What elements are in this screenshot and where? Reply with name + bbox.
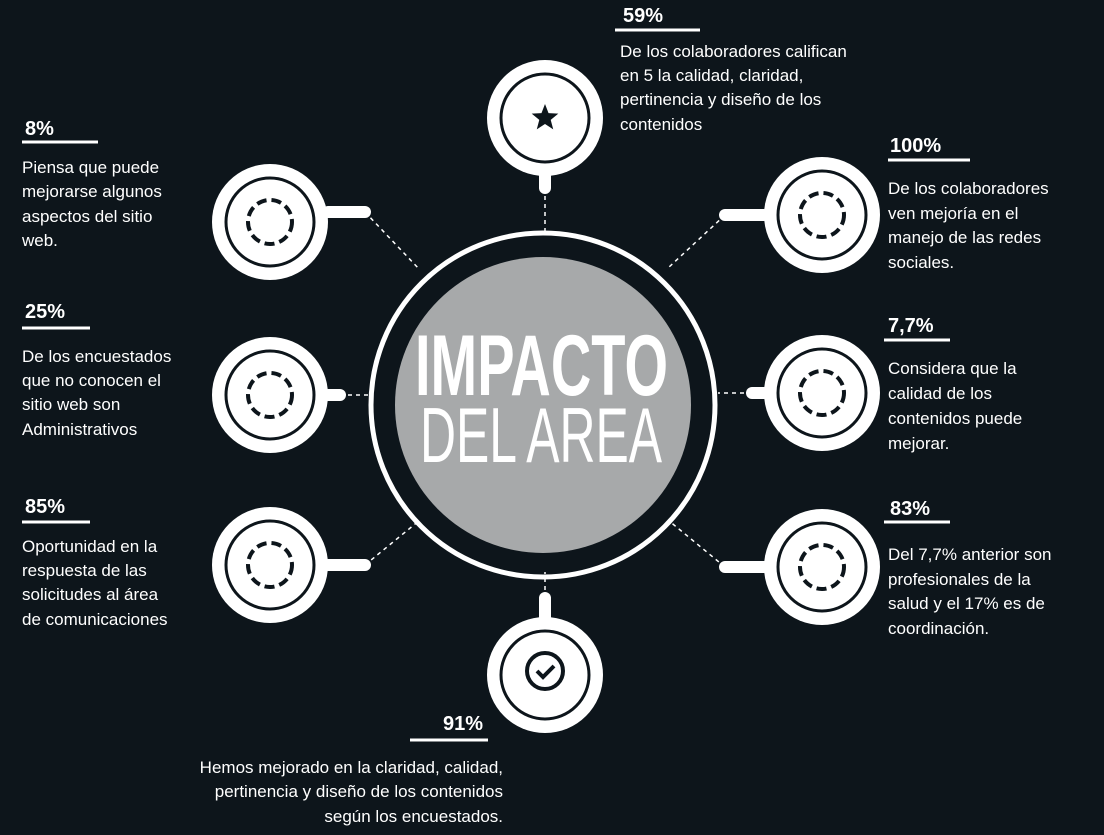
connector-dash [667,214,726,269]
icon-ring [224,519,316,611]
icon-glyph [246,198,294,246]
icon-star [531,104,559,130]
icon-ring [776,169,868,261]
stat: 25% [25,301,65,323]
center-title: IMPACTO [415,318,668,414]
description-line: según los encuestados. [324,807,503,826]
description-line: contenidos [620,115,702,134]
description-line: calidad de los [888,384,992,403]
description-line: contenidos puede [888,409,1022,428]
description-line: Oportunidad en la [22,537,158,556]
icon-check [535,664,556,680]
description-line: Piensa que puede [22,158,159,177]
stat: 85% [25,496,65,518]
description-line: De los colaboradores califican [620,42,847,61]
stat: 7,7% [888,315,934,337]
description-line: manejo de las redes [888,228,1041,247]
description-line: respuesta de las [22,561,147,580]
description-line: solicitudes al área [22,585,159,604]
icon-ring [776,521,868,613]
description-line: sociales. [888,253,954,272]
description-line: ven mejoría en el [888,204,1018,223]
icon-glyph [246,541,294,589]
icon-circle [764,509,880,625]
icon-ring [776,347,868,439]
icon-circle [764,335,880,451]
description-line: Del 7,7% anterior son [888,545,1051,564]
description-line: Administrativos [22,420,137,439]
description-line: que no conocen el [22,371,161,390]
description-line: Considera que la [888,359,1017,378]
stat: 59% [623,5,663,27]
description-line: mejorar. [888,434,949,453]
connector-dash [364,211,421,271]
stat: 100% [890,135,941,157]
description-line: De los colaboradores [888,179,1049,198]
description-line: aspectos del sitio [22,207,152,226]
icon-circle [764,157,880,273]
description-line: De los encuestados [22,347,171,366]
stat: 91% [443,713,483,735]
icon-glyph [798,369,846,417]
icon-glyph [246,371,294,419]
center-ring [368,230,718,580]
icon-ring [499,629,591,721]
description-line: profesionales de la [888,570,1031,589]
icon-badge [525,651,565,691]
description-line: pertinencia y diseño de los [620,90,821,109]
icon-circle [212,507,328,623]
items: 59% De los colaboradores califican en 5 la… [21,5,1051,826]
stat: 8% [25,118,54,140]
description-line: mejorarse algunos [22,182,162,201]
description-line: salud y el 17% es de [888,594,1045,613]
description-line: sitio web son [22,395,120,414]
icon-circle [212,164,328,280]
stat: 83% [890,498,930,520]
icon-circle [212,337,328,453]
icon-ring [499,72,591,164]
connector-dash [364,519,421,566]
icon-ring [224,349,316,441]
description-line: pertinencia y diseño de los contenidos [215,782,503,801]
description-line: de comunicaciones [22,610,168,629]
center-subtitle: DEL AREA [420,391,662,479]
icon-glyph [798,191,846,239]
description-line: Hemos mejorado en la claridad, calidad, [200,758,503,777]
icon-glyph [798,543,846,591]
center-disc [395,257,691,553]
description-line: coordinación. [888,619,989,638]
description-line: en 5 la calidad, claridad, [620,66,803,85]
icon-ring [224,176,316,268]
description-line: web. [21,231,58,250]
